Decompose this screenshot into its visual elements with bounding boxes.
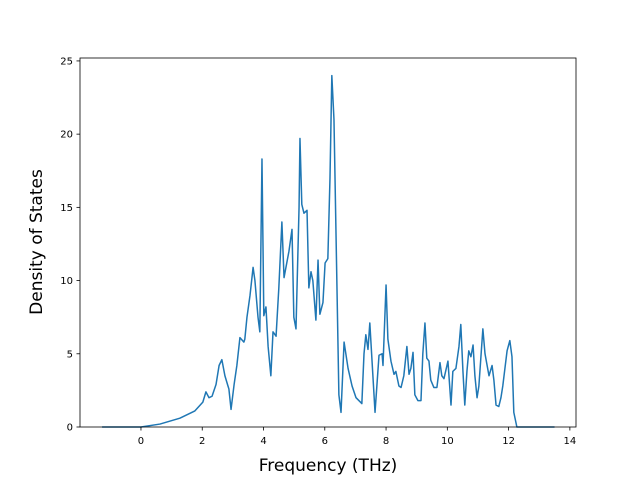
x-tick-label: 14 xyxy=(564,436,577,447)
y-tick-label: 20 xyxy=(60,130,73,141)
x-tick-label: 10 xyxy=(441,436,454,447)
x-tick-label: 4 xyxy=(260,436,266,447)
y-tick-label: 5 xyxy=(67,349,73,360)
x-tick-label: 12 xyxy=(502,436,515,447)
y-tick-label: 10 xyxy=(60,276,73,287)
data-line xyxy=(102,74,555,428)
y-axis-label: Density of States xyxy=(27,169,47,315)
y-tick-label: 15 xyxy=(60,203,73,214)
x-tick-label: 2 xyxy=(199,436,205,447)
axes-frame xyxy=(79,57,577,428)
x-tick-label: 6 xyxy=(322,436,328,447)
y-tick-label: 0 xyxy=(67,423,73,434)
y-tick-label: 25 xyxy=(60,56,73,67)
x-tick-label: 8 xyxy=(383,436,389,447)
x-axis-label: Frequency (THz) xyxy=(259,456,398,476)
x-tick-label: 0 xyxy=(138,436,144,447)
